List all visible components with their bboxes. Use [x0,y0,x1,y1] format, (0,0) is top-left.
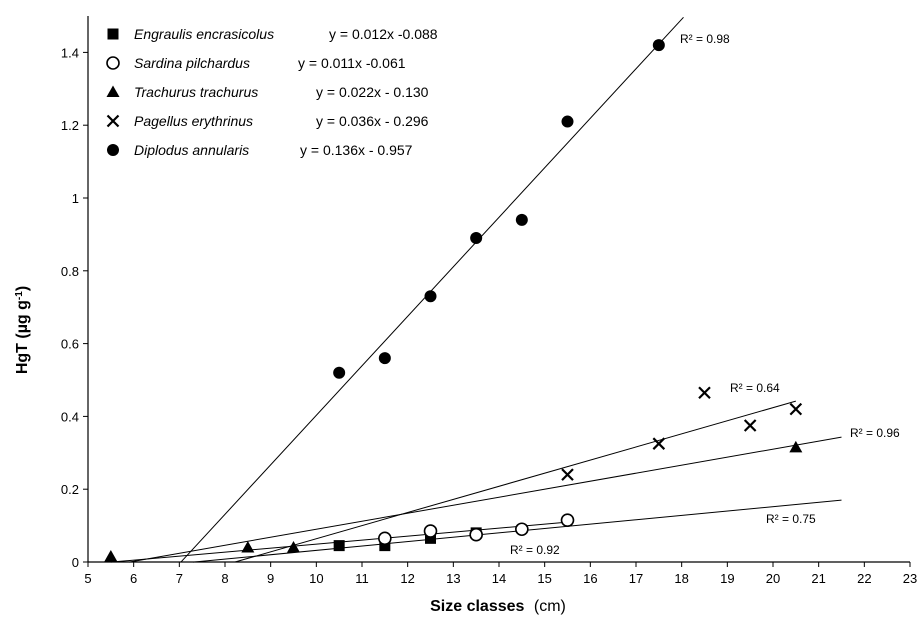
x-tick-label: 17 [629,571,643,586]
legend-marker [107,28,119,40]
r-squared-label: R² = 0.75 [766,512,816,526]
x-axis-label: Size classes [430,598,524,615]
r-squared-labels: R² = 0.75 R² = 0.92 R² = 0.96 R² = 0.64 R² =… [510,32,900,557]
axes [83,16,911,567]
data-point [469,527,483,542]
legend-marker [107,144,119,156]
data-point [241,540,255,553]
data-point [333,366,346,379]
legend-marker [106,114,120,128]
regression-line [234,400,796,563]
legend-series-name: Engraulis encrasicolus [134,26,274,42]
x-tick-label: 22 [857,571,871,586]
legend-marker [106,56,120,70]
legend-equation: y = 0.012x -0.088 [329,26,438,42]
data-point [698,386,711,400]
legend: Engraulis encrasicolus y = 0.012x -0.088 S… [106,26,438,158]
y-tick-label: 1.2 [61,118,79,133]
x-tick-label: 12 [400,571,414,586]
data-point [652,39,665,52]
data-point [561,468,574,481]
data-point [789,402,803,416]
legend-equation: y = 0.011x -0.061 [298,55,406,71]
x-axis-title: Size classes (cm) [430,598,566,615]
data-point [424,290,437,303]
y-tick-label: 0 [72,555,79,570]
legend-series-name: Trachurus trachurus [134,84,258,100]
x-tick-label: 16 [583,571,597,586]
x-tick-label: 21 [811,571,825,586]
x-tick-label: 13 [446,571,460,586]
tick-labels: 5 6 7 8 9 10 11 12 13 14 15 16 17 18 19 20 21 22 23 0 0.2 0.4… [61,45,917,586]
legend-series-name: Sardina pilchardus [134,55,250,71]
data-point [515,522,529,537]
r-squared-label: R² = 0.96 [850,426,900,440]
r-squared-label: R² = 0.92 [510,543,560,557]
x-tick-label: 14 [492,571,506,586]
x-tick-label: 20 [766,571,780,586]
y-tick-label: 1 [72,191,79,206]
y-axis-label-close: ) [14,286,31,291]
x-tick-label: 9 [267,571,274,586]
x-tick-label: 11 [355,571,369,586]
legend-series-name: Diplodus annularis [134,142,249,158]
y-axis-label-superscript: -1 [14,291,25,300]
data-point [743,419,757,432]
x-axis-unit: (cm) [534,598,566,615]
x-tick-label: 8 [221,571,228,586]
data-point [423,524,438,538]
x-tick-label: 18 [674,571,688,586]
y-axis-title: HgT (µg g-1) [14,286,32,374]
x-tick-label: 5 [84,571,91,586]
legend-equation: y = 0.136x - 0.957 [300,142,413,158]
x-tick-label: 7 [176,571,183,586]
regression-line [129,436,842,563]
data-point [379,540,391,552]
r-squared-label: R² = 0.64 [730,381,780,395]
x-tick-label: 19 [720,571,734,586]
data-point [104,550,118,562]
y-tick-label: 1.4 [61,45,79,60]
legend-equation: y = 0.022x - 0.130 [316,84,429,100]
r-squared-label: R² = 0.98 [680,32,730,46]
data-point [515,213,528,226]
data-point [287,540,300,553]
y-tick-label: 0.8 [61,264,79,279]
data-point [560,513,575,527]
data-point [425,532,436,544]
y-tick-label: 0.4 [61,409,79,424]
regression-line [180,16,684,563]
legend-series-name: Pagellus erythrinus [134,113,253,129]
data-point [652,437,666,450]
x-tick-label: 15 [537,571,551,586]
data-point [470,232,483,245]
legend-marker [106,85,120,97]
x-tick-label: 10 [309,571,323,586]
x-tick-label: 23 [903,571,917,586]
data-point [378,352,391,365]
data-points [104,39,803,562]
y-axis-label: HgT (µg g [14,300,31,374]
y-tick-label: 0.2 [61,482,79,497]
data-point [561,115,574,128]
legend-equation: y = 0.036x - 0.296 [316,113,429,129]
x-tick-label: 6 [130,571,137,586]
data-point [789,440,803,453]
y-tick-label: 0.6 [61,337,79,352]
data-point [333,540,345,552]
data-point [378,531,392,546]
